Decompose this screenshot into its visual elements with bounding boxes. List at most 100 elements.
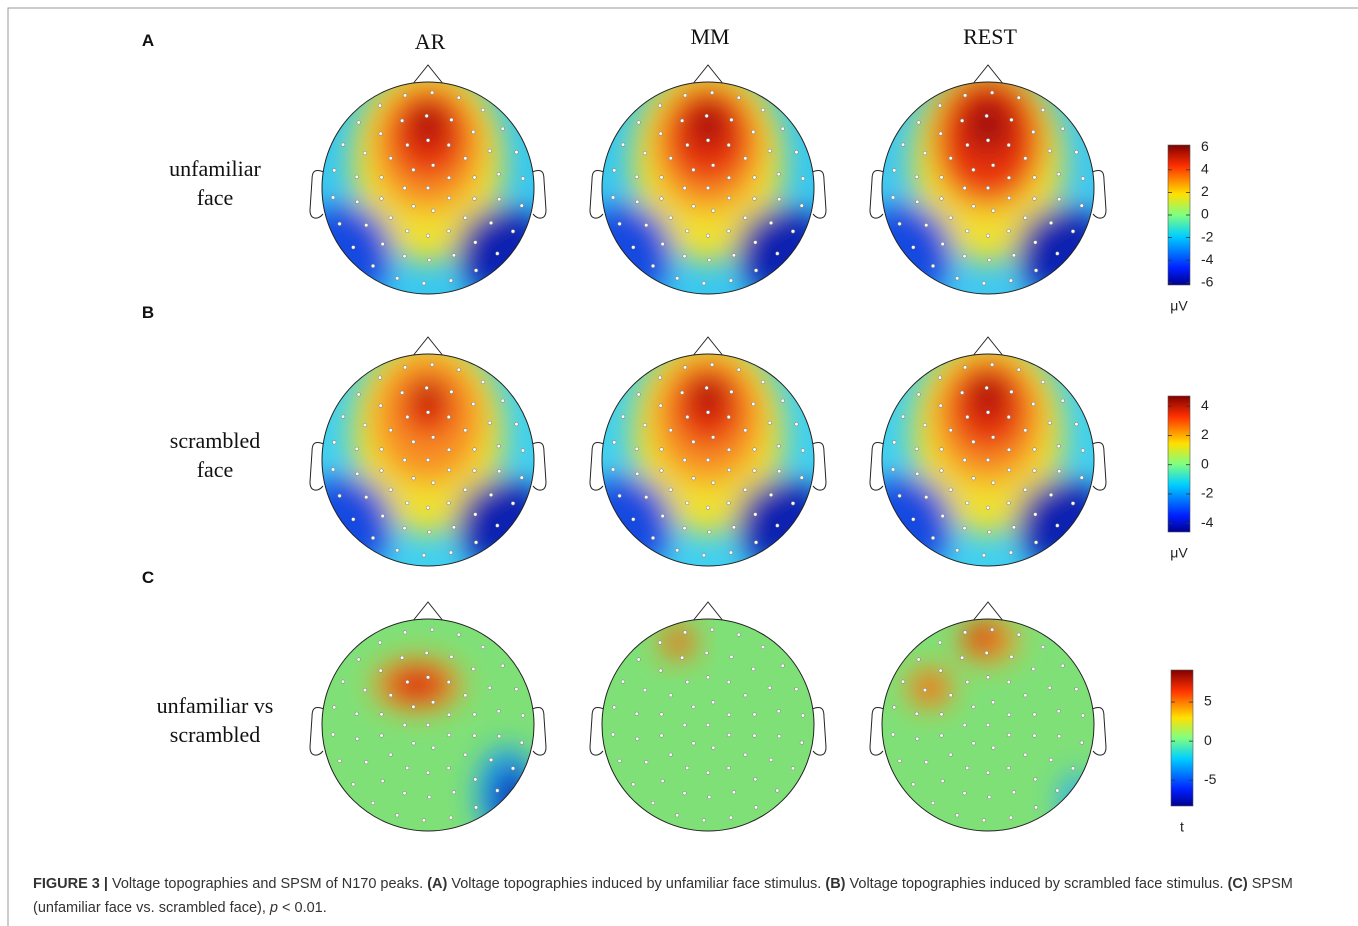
electrode <box>1034 805 1039 810</box>
electrode <box>472 447 477 452</box>
map-blob <box>416 381 440 412</box>
electrode <box>331 195 336 200</box>
electrode <box>930 535 936 541</box>
electrode <box>480 644 486 650</box>
electrode <box>965 414 970 420</box>
electrode <box>1032 447 1037 452</box>
ear <box>811 441 827 491</box>
electrode <box>400 655 405 660</box>
electrode <box>473 240 478 245</box>
electrode <box>379 175 384 180</box>
electrode <box>497 469 502 474</box>
electrode <box>449 389 454 394</box>
electrode <box>1007 195 1012 201</box>
ear <box>589 441 605 491</box>
electrode <box>939 196 944 201</box>
electrode <box>1056 444 1061 449</box>
electrode <box>914 446 919 451</box>
electrode <box>1040 379 1046 385</box>
electrode <box>634 711 639 716</box>
electrode <box>1040 107 1046 113</box>
electrode <box>427 530 432 535</box>
nose <box>411 601 445 623</box>
head-outline <box>881 81 1095 295</box>
electrode <box>799 203 804 208</box>
electrode <box>402 791 407 796</box>
electrode <box>760 644 766 650</box>
electrode <box>711 700 716 705</box>
electrode <box>405 414 410 420</box>
electrode <box>991 435 996 440</box>
electrode <box>986 410 991 415</box>
caption-text: SPSM (unfamiliar face vs. scrambled face… <box>33 876 1297 916</box>
nose <box>691 601 725 623</box>
ear <box>531 441 547 491</box>
electrode <box>911 517 916 522</box>
electrode <box>710 627 715 632</box>
electrode <box>495 251 500 256</box>
electrode <box>510 766 516 771</box>
head-outline <box>601 353 815 567</box>
electrode <box>447 732 452 738</box>
electrode <box>991 700 996 705</box>
electrode <box>777 197 782 202</box>
topomap <box>602 82 814 294</box>
electrode <box>711 745 716 750</box>
electrode <box>916 120 921 125</box>
electrode <box>680 655 685 660</box>
electrode <box>790 501 796 506</box>
electrode <box>489 492 494 497</box>
electrode <box>680 390 685 395</box>
electrode <box>1006 175 1012 180</box>
ear <box>1091 706 1107 756</box>
electrode <box>965 228 970 234</box>
map-blob <box>385 666 450 703</box>
electrode <box>377 640 382 645</box>
electrode <box>1023 156 1028 161</box>
electrode <box>962 526 967 531</box>
electrode <box>449 117 454 122</box>
map-blob <box>692 377 724 416</box>
electrode <box>497 734 502 739</box>
map-blob <box>1016 479 1094 566</box>
electrode <box>776 709 781 714</box>
electrode <box>948 752 953 757</box>
nose <box>411 64 445 86</box>
electrode <box>938 131 943 136</box>
electrode <box>1006 414 1011 420</box>
nose <box>691 64 725 86</box>
electrode <box>1047 685 1052 690</box>
electrode <box>424 113 429 118</box>
electrode <box>514 687 519 692</box>
electrode <box>984 113 989 118</box>
electrode <box>1023 752 1028 757</box>
electrode <box>447 467 452 473</box>
electrode <box>620 142 626 147</box>
head-outline <box>321 81 535 295</box>
topomap <box>602 354 814 566</box>
electrode <box>642 151 647 156</box>
electrode <box>514 150 519 155</box>
electrode <box>364 760 369 765</box>
electrode <box>769 220 774 225</box>
electrode <box>617 493 622 498</box>
electrode <box>1079 475 1084 480</box>
electrode <box>405 228 410 234</box>
electrode <box>463 487 468 492</box>
electrode <box>685 679 690 685</box>
electrode <box>726 712 732 717</box>
frame <box>7 7 1358 926</box>
electrode <box>449 654 454 659</box>
ear <box>811 169 827 219</box>
electrode <box>924 223 929 228</box>
colorbar <box>1167 395 1191 533</box>
map-blob <box>689 101 727 148</box>
electrode <box>711 435 716 440</box>
electrode <box>736 367 741 372</box>
electrode <box>769 757 774 762</box>
topomap <box>322 82 534 294</box>
electrode <box>743 428 748 433</box>
electrode <box>897 758 902 763</box>
electrode <box>948 156 953 161</box>
electrode <box>446 712 452 717</box>
